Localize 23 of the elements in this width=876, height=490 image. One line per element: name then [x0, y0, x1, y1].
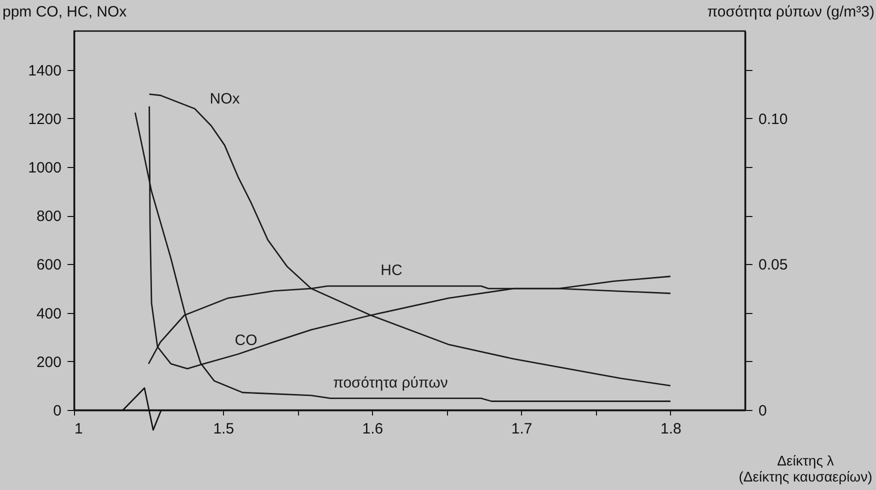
- y-tick-label: 800: [36, 208, 62, 226]
- y-tick-label: 1400: [28, 62, 62, 80]
- x-tick-label: 1.7: [511, 420, 532, 438]
- y2-axis-title: ποσότητα ρύπων (g/m³3): [707, 4, 874, 20]
- y-tick-label: 0: [53, 402, 62, 420]
- x-tick-label: 1.8: [660, 420, 682, 438]
- y-tick-label: 1000: [28, 160, 62, 177]
- y-axis-title: ppm CO, HC, NOx: [2, 4, 128, 20]
- series-label: HC: [380, 262, 402, 280]
- y-tick-label: 200: [36, 354, 62, 371]
- x-tick-label: 1.6: [362, 420, 384, 438]
- series-label: ποσότητα ρύπων: [333, 374, 448, 392]
- y-tick-label: 400: [36, 305, 62, 322]
- y2-tick-label: 0: [758, 402, 767, 420]
- y-tick-label: 1200: [28, 110, 62, 128]
- x-axis-title: Δείκτης λ (Δείκτης καυσαερίων): [738, 452, 872, 484]
- x-tick-label: 1.5: [213, 420, 234, 438]
- series-label: NOx: [210, 90, 240, 108]
- x-tick-label: 1: [74, 420, 83, 438]
- y-tick-label: 600: [36, 256, 62, 274]
- series-label: CO: [234, 332, 258, 350]
- y2-tick-label: 0.05: [758, 256, 788, 274]
- y2-tick-label: 0.10: [758, 110, 788, 128]
